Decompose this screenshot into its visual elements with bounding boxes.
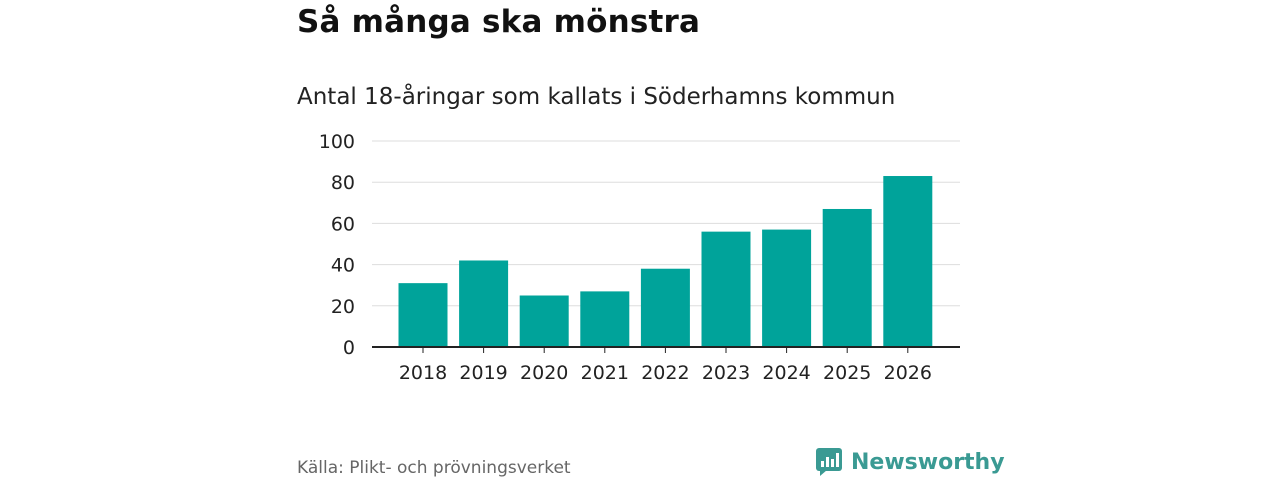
x-tick-label: 2021 xyxy=(581,362,629,384)
chart-title: Så många ska mönstra xyxy=(297,4,701,40)
x-tick-label: 2019 xyxy=(459,362,507,384)
y-axis-ticks: 0 20 40 60 80 100 xyxy=(319,131,355,359)
bar xyxy=(701,231,751,347)
x-tick-label: 2025 xyxy=(823,362,871,384)
x-tick-label: 2022 xyxy=(641,362,689,384)
chart-subtitle: Antal 18-åringar som kallats i Söderhamn… xyxy=(297,84,896,110)
y-tick-label: 80 xyxy=(331,172,355,194)
y-tick-label: 40 xyxy=(331,255,355,277)
brand-logo: Newsworthy xyxy=(815,446,1005,478)
x-tick-label: 2024 xyxy=(762,362,810,384)
x-tick-label: 2018 xyxy=(399,362,447,384)
bar xyxy=(580,291,630,347)
source-note: Källa: Plikt- och prövningsverket xyxy=(297,458,571,478)
bar xyxy=(519,295,569,347)
y-tick-label: 100 xyxy=(319,131,355,153)
bars xyxy=(398,176,933,347)
newsworthy-logo-icon xyxy=(816,448,842,476)
y-tick-label: 0 xyxy=(343,337,355,359)
bar xyxy=(640,268,690,347)
bar xyxy=(762,229,812,347)
x-tick-label: 2023 xyxy=(702,362,750,384)
x-axis-ticks: 2018 2019 2020 2021 2022 2023 2024 2025 2026 xyxy=(399,347,932,384)
brand-name: Newsworthy xyxy=(851,449,1005,475)
y-tick-label: 60 xyxy=(331,213,355,235)
bar xyxy=(883,176,933,347)
y-tick-label: 20 xyxy=(331,296,355,318)
bar xyxy=(398,283,448,347)
x-tick-label: 2020 xyxy=(520,362,568,384)
x-tick-label: 2026 xyxy=(884,362,932,384)
bar xyxy=(459,260,509,347)
bar xyxy=(822,208,872,347)
